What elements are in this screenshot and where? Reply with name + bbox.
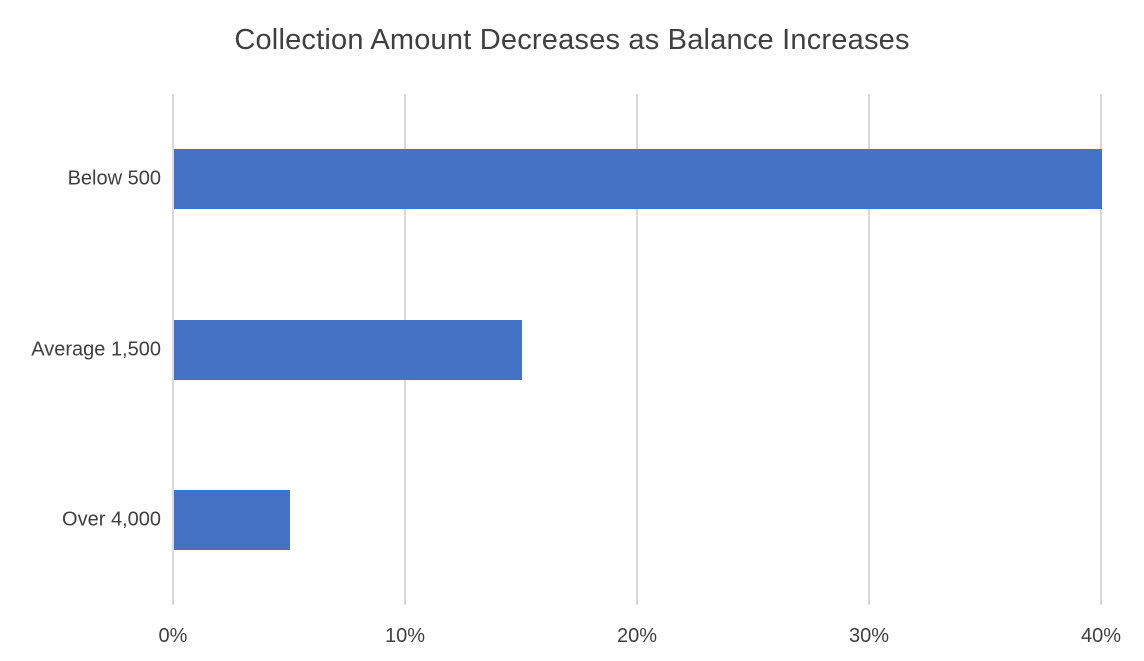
x-axis-tick-label: 40%: [1080, 625, 1122, 647]
x-axis-tick-label: 10%: [384, 625, 426, 647]
x-axis-tick-label: 0%: [158, 625, 188, 647]
gridline-40%: [1100, 94, 1102, 605]
category-label: Average 1,500: [31, 338, 161, 360]
bar-average-1-500: [174, 319, 522, 380]
plot-area: 0% 10% 20% 30% 40% Below 500 Average 1,500 Over…: [31, 94, 1121, 647]
x-axis-tick-label: 30%: [848, 625, 890, 647]
gridline-0%: [172, 94, 174, 605]
gridline-30%: [868, 94, 870, 605]
bar-below-500: [174, 149, 1102, 210]
category-label: Over 4,000: [62, 508, 161, 531]
x-axis-tick-label: 20%: [616, 625, 658, 647]
category-label: Below 500: [67, 167, 161, 190]
chart-title: Collection Amount Decreases as Balance I…: [234, 24, 910, 56]
bar-over-4-000: [174, 489, 290, 550]
gridline-20%: [636, 94, 638, 605]
